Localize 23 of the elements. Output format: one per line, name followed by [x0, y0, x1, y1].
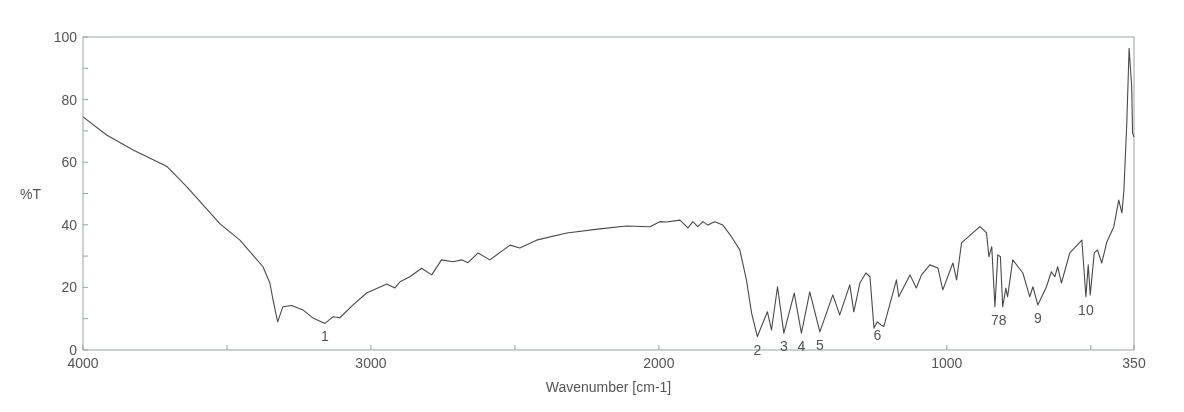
y-tick-label: 80	[61, 91, 78, 108]
x-tick-label: 2000	[643, 355, 675, 371]
y-tick-label: 100	[53, 29, 78, 45]
annotation: 2	[753, 341, 762, 358]
annotation: 8	[998, 311, 1007, 328]
annotation: 9	[1033, 309, 1042, 326]
y-tick-label: 60	[61, 154, 78, 171]
annotation: 4	[797, 338, 806, 355]
x-tick-label: 1000	[931, 355, 963, 371]
y-tick-label: 20	[61, 279, 78, 296]
x-tick-label: 3000	[355, 355, 387, 371]
y-tick-label: 40	[61, 216, 78, 233]
x-tick-label: 4000	[67, 355, 99, 371]
x-axis-title: Wavenumber [cm-1]	[545, 379, 672, 395]
annotation: 1	[320, 328, 329, 345]
annotation: 3	[779, 338, 788, 355]
annotation: 7	[991, 311, 1000, 328]
annotation: 6	[873, 326, 882, 343]
annotation: 10	[1078, 301, 1094, 318]
x-tick-label: 350	[1122, 355, 1146, 371]
y-tick-label: 0	[69, 342, 78, 358]
y-axis-title: %T	[20, 185, 42, 202]
annotation: 5	[815, 336, 824, 353]
